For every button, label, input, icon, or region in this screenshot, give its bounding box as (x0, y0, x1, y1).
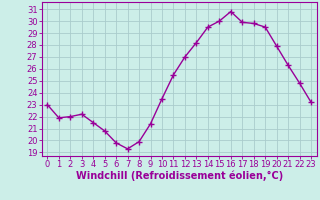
X-axis label: Windchill (Refroidissement éolien,°C): Windchill (Refroidissement éolien,°C) (76, 171, 283, 181)
